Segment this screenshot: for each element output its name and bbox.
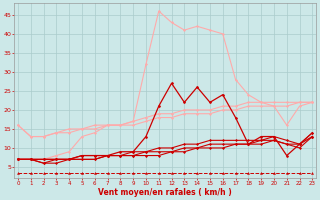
X-axis label: Vent moyen/en rafales ( km/h ): Vent moyen/en rafales ( km/h ) <box>98 188 232 197</box>
